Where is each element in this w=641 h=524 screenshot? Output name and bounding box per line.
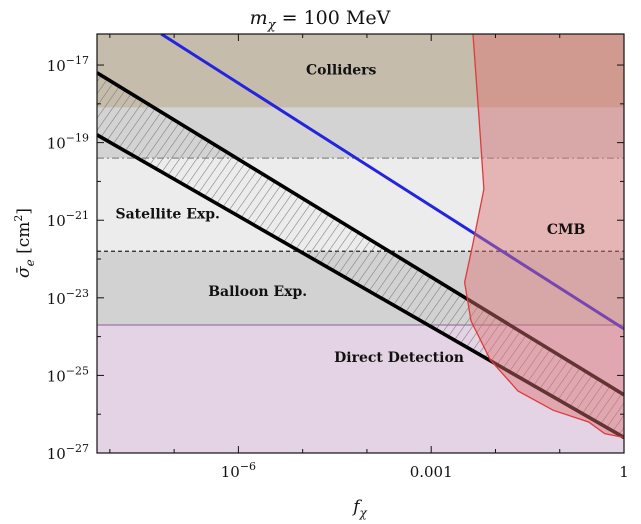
series-line-black-lower <box>97 133 624 440</box>
reference-lines <box>97 157 624 326</box>
cmb-region <box>463 34 624 453</box>
svg-text:fχ: fχ <box>351 497 367 520</box>
cmb-region-fill <box>464 34 624 453</box>
y-tick-label: 10−25 <box>47 364 89 385</box>
svg-text:σ̄e [cm2]: σ̄e [cm2] <box>12 208 37 278</box>
x-tick-label: 10−6 <box>221 460 256 481</box>
svg-text:mχ = 100 MeV: mχ = 100 MeV <box>250 7 391 33</box>
x-axis-title: fχ <box>351 497 367 520</box>
series-lines <box>97 34 624 440</box>
hatched-band <box>97 72 624 438</box>
region-label-satellite-exp: Satellite Exp. <box>115 206 219 222</box>
y-tick-label: 10−21 <box>47 209 89 230</box>
cmb-region-edge <box>463 34 624 439</box>
region-label-balloon-exp: Balloon Exp. <box>208 284 307 300</box>
region-labels: Colliders Satellite Exp. Balloon Exp. Direc… <box>115 63 585 366</box>
x-tick-label: 0.001 <box>410 463 453 481</box>
region-label-colliders: Colliders <box>306 63 377 79</box>
y-tick-label: 10−23 <box>47 287 89 308</box>
series-line-black-upper <box>97 71 624 397</box>
x-tick-label: 1 <box>619 463 629 481</box>
region-label-cmb: CMB <box>547 222 586 238</box>
hatched-band-fill <box>97 72 624 438</box>
series-line-blue <box>160 34 624 331</box>
x-axis-ticks: 10−6 0.001 1 <box>109 34 629 481</box>
y-tick-label: 10−27 <box>47 442 89 463</box>
plot-title: mχ = 100 MeV <box>250 7 391 33</box>
region-label-direct-detection: Direct Detection <box>334 350 464 366</box>
region-band-colliders <box>97 34 624 108</box>
y-axis-ticks: 10−17 10−19 10−21 10−23 10−25 10−27 <box>47 54 624 463</box>
plot-frame <box>96 33 625 454</box>
y-tick-label: 10−17 <box>47 54 89 75</box>
y-tick-label: 10−19 <box>47 132 89 153</box>
y-axis-title: σ̄e [cm2] <box>12 208 37 278</box>
